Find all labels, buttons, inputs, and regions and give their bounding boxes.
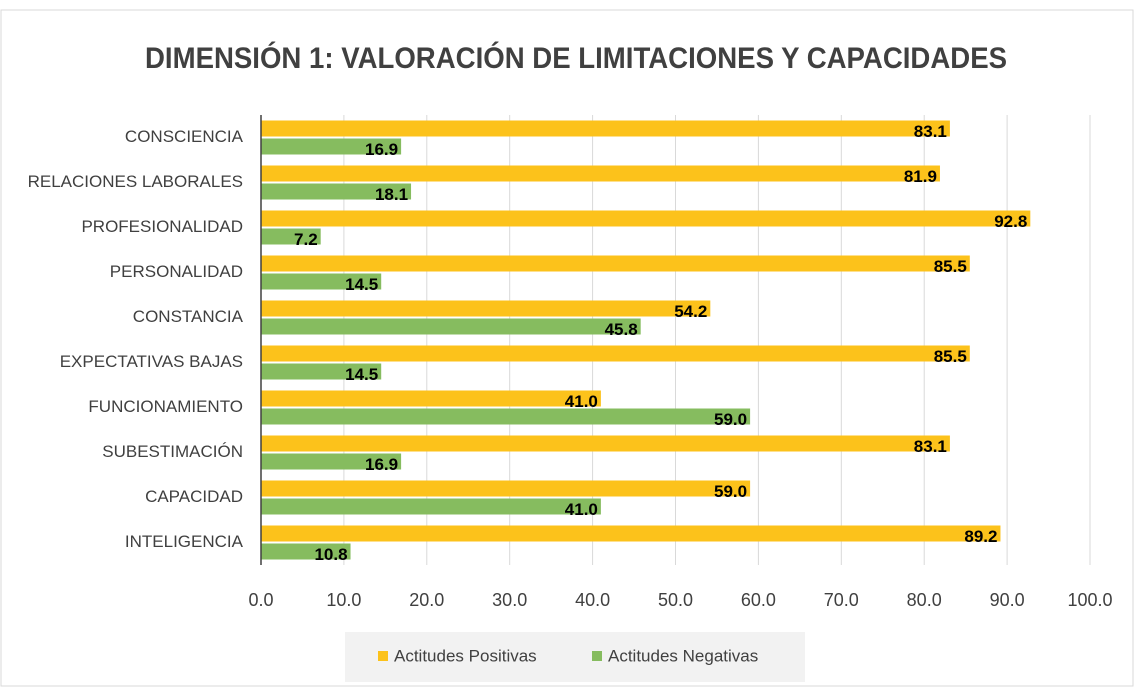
y-tick-label: INTELIGENCIA bbox=[125, 532, 244, 551]
bar bbox=[261, 390, 601, 407]
data-label: 16.9 bbox=[365, 140, 398, 159]
y-tick-label: PERSONALIDAD bbox=[110, 262, 243, 281]
data-label: 81.9 bbox=[904, 167, 937, 186]
y-tick-label: EXPECTATIVAS BAJAS bbox=[60, 352, 243, 371]
data-label: 59.0 bbox=[714, 410, 747, 429]
data-label: 7.2 bbox=[294, 230, 318, 249]
bar bbox=[261, 183, 412, 200]
legend-label: Actitudes Positivas bbox=[394, 646, 537, 665]
bar bbox=[261, 363, 382, 380]
data-label: 85.5 bbox=[934, 257, 967, 276]
bar bbox=[261, 228, 321, 245]
bar bbox=[261, 165, 940, 182]
bar bbox=[261, 408, 751, 425]
x-tick-label: 100.0 bbox=[1067, 590, 1112, 610]
y-tick-label: SUBESTIMACIÓN bbox=[102, 442, 243, 461]
x-tick-label: 0.0 bbox=[248, 590, 273, 610]
legend-swatch bbox=[378, 651, 388, 661]
bar bbox=[261, 255, 970, 272]
data-label: 92.8 bbox=[994, 212, 1027, 231]
data-label: 83.1 bbox=[914, 437, 947, 456]
data-label: 45.8 bbox=[605, 320, 638, 339]
data-label: 18.1 bbox=[375, 185, 408, 204]
data-label: 41.0 bbox=[565, 500, 598, 519]
x-tick-label: 70.0 bbox=[824, 590, 859, 610]
chart-title: DIMENSIÓN 1: VALORACIÓN DE LIMITACIONES … bbox=[145, 41, 1007, 75]
data-label: 85.5 bbox=[934, 347, 967, 366]
data-label: 83.1 bbox=[914, 122, 947, 141]
bar bbox=[261, 138, 402, 155]
bar bbox=[261, 273, 382, 290]
bar bbox=[261, 318, 641, 335]
y-tick-label: CONSTANCIA bbox=[133, 307, 244, 326]
y-tick-label: RELACIONES LABORALES bbox=[28, 172, 243, 191]
bar bbox=[261, 525, 1001, 542]
data-label: 54.2 bbox=[674, 302, 707, 321]
x-tick-label: 60.0 bbox=[741, 590, 776, 610]
x-tick-label: 20.0 bbox=[409, 590, 444, 610]
legend-box bbox=[345, 632, 805, 682]
data-label: 89.2 bbox=[964, 527, 997, 546]
y-tick-label: FUNCIONAMIENTO bbox=[88, 397, 243, 416]
data-label: 59.0 bbox=[714, 482, 747, 501]
bar bbox=[261, 345, 970, 362]
y-tick-label: PROFESIONALIDAD bbox=[81, 217, 243, 236]
bar bbox=[261, 435, 950, 452]
bar bbox=[261, 498, 601, 515]
y-tick-label: CAPACIDAD bbox=[145, 487, 243, 506]
bar bbox=[261, 453, 402, 470]
bar bbox=[261, 210, 1031, 227]
legend-label: Actitudes Negativas bbox=[608, 646, 758, 665]
x-tick-label: 50.0 bbox=[658, 590, 693, 610]
data-label: 14.5 bbox=[345, 365, 378, 384]
legend-swatch bbox=[592, 651, 602, 661]
x-tick-label: 10.0 bbox=[326, 590, 361, 610]
data-label: 14.5 bbox=[345, 275, 378, 294]
bar bbox=[261, 120, 950, 137]
y-tick-label: CONSCIENCIA bbox=[125, 127, 244, 146]
x-tick-label: 80.0 bbox=[907, 590, 942, 610]
bar bbox=[261, 543, 351, 560]
x-tick-label: 90.0 bbox=[990, 590, 1025, 610]
data-label: 10.8 bbox=[314, 545, 347, 564]
data-label: 16.9 bbox=[365, 455, 398, 474]
x-tick-label: 40.0 bbox=[575, 590, 610, 610]
bar bbox=[261, 300, 711, 317]
x-tick-label: 30.0 bbox=[492, 590, 527, 610]
data-label: 41.0 bbox=[565, 392, 598, 411]
bar bbox=[261, 480, 751, 497]
